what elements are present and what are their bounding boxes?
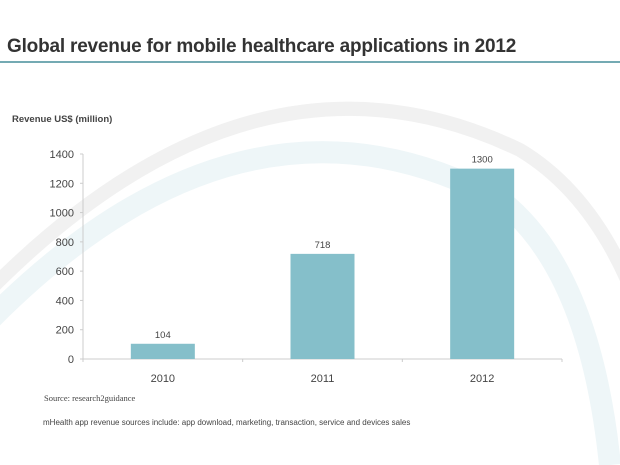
y-tick-label: 400 — [56, 295, 74, 307]
y-tick-label: 200 — [56, 325, 74, 337]
background-arc-gray — [0, 101, 620, 290]
y-tick-label: 1000 — [50, 208, 74, 220]
bar-2011 — [290, 253, 355, 359]
x-tick-labels: 2010 2011 2012 — [151, 373, 495, 385]
data-label: 718 — [315, 240, 331, 251]
data-label: 104 — [155, 330, 171, 341]
y-tick-label: 800 — [56, 237, 74, 249]
x-tick-label: 2011 — [311, 373, 335, 385]
source-note: Source: research2guidance — [44, 393, 136, 403]
x-tick-label: 2012 — [470, 373, 494, 385]
data-labels: 104 718 1300 — [155, 155, 493, 341]
footnote: mHealth app revenue sources include: app… — [43, 418, 411, 427]
bar-2010 — [130, 343, 195, 359]
background-arc-light — [0, 141, 620, 465]
y-tick-label: 1400 — [50, 149, 74, 161]
title-rule — [0, 61, 620, 63]
bar-2012 — [450, 168, 515, 359]
y-tick-label: 600 — [56, 266, 74, 278]
page-title: Global revenue for mobile healthcare app… — [7, 36, 517, 57]
y-axis-label: Revenue US$ (million) — [12, 114, 113, 125]
x-tick-label: 2010 — [151, 373, 175, 385]
y-tick-label: 0 — [68, 354, 74, 366]
y-ticks: 0 200 400 600 800 1000 1200 1400 — [50, 149, 83, 366]
data-label: 1300 — [472, 155, 493, 166]
bars — [130, 168, 515, 359]
y-tick-label: 1200 — [50, 178, 74, 190]
